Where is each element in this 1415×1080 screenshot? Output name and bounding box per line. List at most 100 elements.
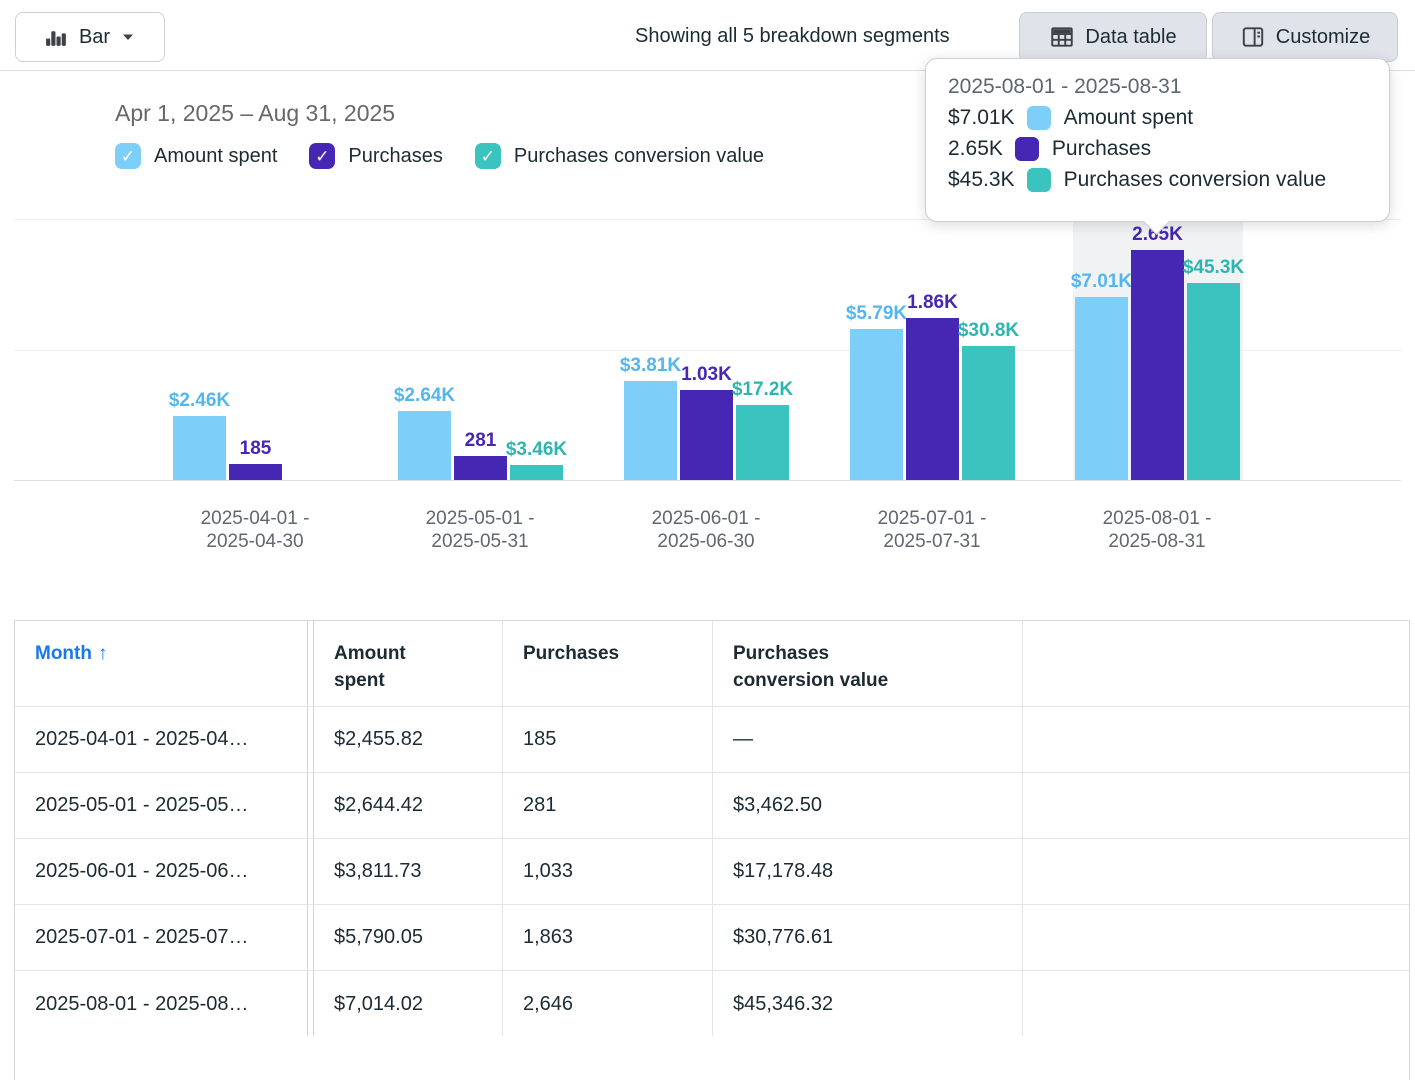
cell-month: 2025-05-01 - 2025-05…: [15, 773, 308, 838]
bar[interactable]: [454, 456, 507, 480]
data-table-button[interactable]: Data table: [1019, 12, 1207, 62]
chart-type-button[interactable]: Bar: [15, 12, 165, 62]
legend-item-amount-spent[interactable]: ✓ Amount spent: [115, 143, 277, 169]
data-table: Month ↑ Amount spent Purchases Purchases con…: [14, 620, 1410, 1038]
legend-checkbox[interactable]: ✓: [474, 143, 501, 169]
bar-chart-icon: [46, 30, 66, 46]
bar[interactable]: [1131, 250, 1184, 480]
month-header-label: Month: [35, 643, 92, 664]
caret-down-icon: [123, 34, 134, 40]
table-icon: [1051, 27, 1074, 47]
header-cell-empty: [1023, 621, 1409, 706]
bar[interactable]: [1075, 297, 1128, 480]
header-cell-amount-spent[interactable]: Amount spent: [314, 621, 503, 706]
cell-empty: [1023, 773, 1409, 838]
table-row: 2025-07-01 - 2025-07… $5,790.05 1,863 $30,7…: [15, 905, 1409, 971]
table-row: 2025-08-01 - 2025-08… $7,014.02 2,646 $45,3…: [15, 971, 1409, 1037]
column-divider: [308, 707, 314, 772]
toolbar-divider: [0, 70, 1415, 71]
cell-amount-spent: $5,790.05: [314, 905, 503, 970]
tooltip-rows: $7.01K Amount spent 2.65K Purchases $45.3K Pu…: [948, 102, 1389, 195]
cell-amount-spent: $3,811.73: [314, 839, 503, 904]
cell-amount-spent: $7,014.02: [314, 971, 503, 1037]
header-cell-purchases[interactable]: Purchases: [503, 621, 713, 706]
bar[interactable]: [510, 465, 563, 480]
column-divider: [308, 621, 314, 706]
tooltip-row: $7.01K Amount spent: [948, 102, 1389, 133]
legend-checkbox[interactable]: ✓: [115, 143, 141, 169]
legend-label: Amount spent: [154, 144, 278, 167]
cell-conversion-value: $30,776.61: [713, 905, 1023, 970]
legend-item-purchases[interactable]: ✓ Purchases: [309, 143, 443, 169]
x-axis-label: 2025-04-01 - 2025-04-30: [200, 508, 310, 552]
bar[interactable]: [229, 464, 282, 480]
cell-purchases: 185: [503, 707, 713, 772]
cell-conversion-value: $45,346.32: [713, 971, 1023, 1037]
cell-purchases: 281: [503, 773, 713, 838]
tooltip-value: 2.65K: [948, 136, 1003, 160]
x-axis-label: 2025-06-01 - 2025-06-30: [651, 508, 761, 552]
table-header-row: Month ↑ Amount spent Purchases Purchases con…: [15, 621, 1409, 707]
data-table-button-label: Data table: [1085, 25, 1177, 48]
breakdown-status-text: Showing all 5 breakdown segments: [635, 25, 950, 47]
table-row: 2025-06-01 - 2025-06… $3,811.73 1,033 $17,1…: [15, 839, 1409, 905]
bar-value-label: 1.03K: [681, 364, 732, 385]
x-axis-label: 2025-08-01 - 2025-08-31: [1102, 508, 1212, 552]
customize-button-label: Customize: [1275, 25, 1371, 48]
legend-checkbox[interactable]: ✓: [309, 143, 336, 169]
header-cell-month[interactable]: Month ↑: [15, 621, 308, 706]
column-divider: [308, 839, 314, 904]
header-cell-conversion-value[interactable]: Purchases conversion value: [713, 621, 1023, 706]
bar[interactable]: [173, 416, 226, 480]
legend-label: Purchases: [348, 144, 443, 167]
cell-amount-spent: $2,644.42: [314, 773, 503, 838]
bar[interactable]: [624, 381, 677, 480]
bar[interactable]: [850, 329, 903, 480]
legend-label: Purchases conversion value: [513, 144, 765, 167]
bar[interactable]: [1187, 283, 1240, 480]
cell-conversion-value: $3,462.50: [713, 773, 1023, 838]
legend: ✓ Amount spent ✓ Purchases ✓ Purchases conver…: [115, 143, 764, 169]
column-divider: [308, 905, 314, 970]
cell-month: 2025-04-01 - 2025-04…: [15, 707, 308, 772]
cell-purchases: 1,863: [503, 905, 713, 970]
bar[interactable]: [906, 318, 959, 480]
bar[interactable]: [736, 405, 789, 480]
hover-tooltip: 2025-08-01 - 2025-08-31 $7.01K Amount spe…: [925, 58, 1390, 235]
bar[interactable]: [962, 346, 1015, 480]
bar[interactable]: [398, 411, 451, 480]
legend-item-purchases-conversion-value[interactable]: ✓ Purchases conversion value: [474, 143, 765, 169]
gridline: [14, 350, 1401, 351]
customize-button[interactable]: Customize: [1212, 12, 1398, 62]
bar-value-label: 2.65K: [1132, 224, 1183, 245]
tooltip-value: $7.01K: [948, 105, 1015, 129]
bar[interactable]: [680, 390, 733, 480]
cell-empty: [1023, 971, 1409, 1037]
bar-value-label: $5.79K: [845, 303, 908, 324]
cell-empty: [1023, 707, 1409, 772]
table-row: 2025-05-01 - 2025-05… $2,644.42 281 $3,462.…: [15, 773, 1409, 839]
bar-value-label: $45.3K: [1182, 257, 1245, 278]
column-divider: [308, 773, 314, 838]
cell-month: 2025-07-01 - 2025-07…: [15, 905, 308, 970]
chart-type-label: Bar: [78, 25, 111, 48]
cell-empty: [1023, 905, 1409, 970]
cell-conversion-value: $17,178.48: [713, 839, 1023, 904]
tooltip-value: $45.3K: [948, 167, 1015, 191]
table-footer-row: [14, 1036, 1410, 1080]
tooltip-metric-label: Purchases: [1051, 136, 1152, 160]
cell-empty: [1023, 839, 1409, 904]
cell-purchases: 2,646: [503, 971, 713, 1037]
bar-value-label: 281: [464, 430, 497, 451]
sort-ascending-icon: ↑: [97, 643, 108, 664]
bar-value-label: $2.46K: [168, 390, 231, 411]
tooltip-row: 2.65K Purchases: [948, 133, 1389, 164]
tooltip-metric-label: Purchases conversion value: [1063, 167, 1327, 191]
bar-value-label: $7.01K: [1070, 271, 1133, 292]
bar-value-label: $3.46K: [505, 439, 568, 460]
tooltip-metric-label: Amount spent: [1063, 105, 1194, 129]
cell-conversion-value: —: [713, 707, 1023, 772]
customize-panel-icon: [1242, 27, 1263, 47]
bar-value-label: $30.8K: [957, 320, 1020, 341]
gridline: [14, 219, 1401, 220]
